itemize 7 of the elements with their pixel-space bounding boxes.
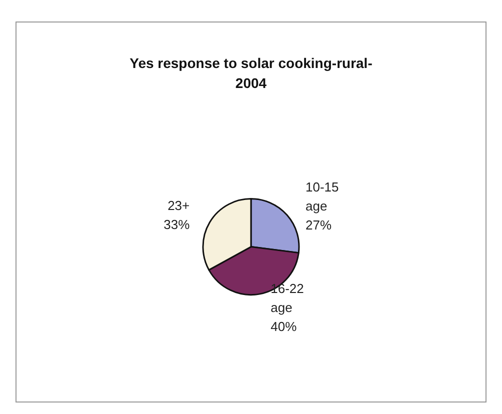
slice-label: 16-22 age: [270, 281, 308, 316]
data-label: 40%: [270, 319, 298, 334]
data-label: 27%: [306, 217, 332, 232]
slice-label: 10-15 age: [306, 179, 342, 214]
data-label: 33%: [164, 217, 190, 232]
slice-label: 23+: [168, 198, 190, 214]
chart-title: Yes response to solar cooking-rural- 2004: [130, 55, 373, 91]
